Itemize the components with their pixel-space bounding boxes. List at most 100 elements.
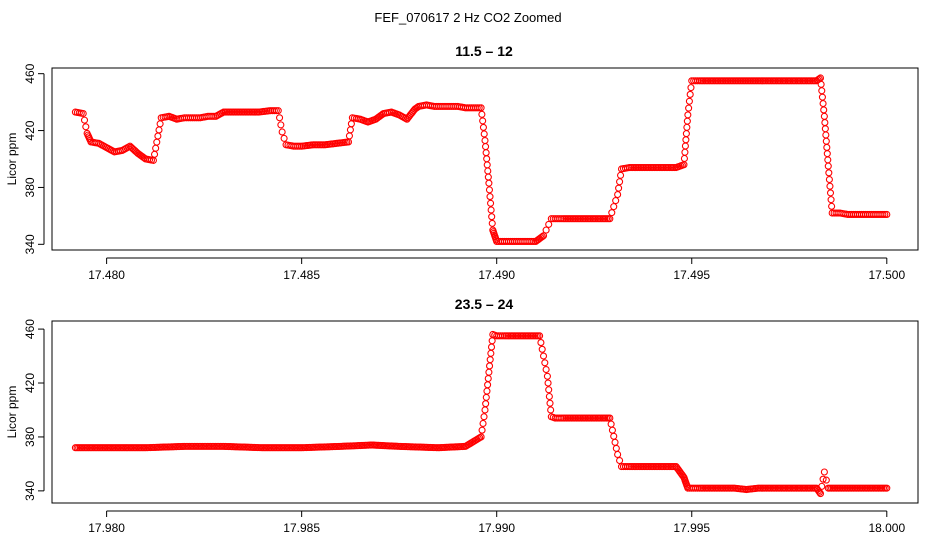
data-point	[487, 206, 495, 214]
data-point	[156, 120, 164, 128]
panel-bottom-y-tick-label: 420	[23, 373, 37, 393]
data-point	[152, 144, 160, 152]
panel-top-x-tick-label: 17.490	[478, 268, 515, 282]
data-point	[825, 175, 833, 184]
data-point	[483, 387, 491, 395]
data-point	[824, 156, 832, 164]
data-point	[681, 142, 689, 150]
data-point	[828, 202, 836, 210]
data-point	[486, 362, 494, 370]
data-point	[682, 130, 690, 138]
data-point	[488, 219, 496, 227]
data-point	[80, 116, 89, 124]
data-point	[687, 84, 695, 92]
panel-bottom-y-tick-label: 380	[23, 427, 37, 447]
data-point	[546, 399, 554, 407]
data-point	[479, 123, 487, 131]
data-point	[481, 136, 489, 145]
data-point	[296, 142, 304, 150]
panel-bottom-x-tick-label: 18.000	[868, 521, 905, 535]
data-point	[823, 143, 831, 151]
panel-top-y-tick-label: 380	[23, 177, 37, 197]
data-point	[484, 374, 492, 383]
data-point	[547, 406, 555, 414]
data-point	[822, 476, 830, 484]
panel-top-y-axis-label: Licor ppm	[5, 133, 19, 186]
data-point	[475, 104, 483, 112]
data-point	[614, 450, 622, 459]
panel-bottom-points	[71, 330, 891, 498]
data-point	[276, 114, 284, 122]
data-point	[478, 110, 486, 118]
data-point	[820, 112, 828, 120]
panel-top-y-axis: 340 380 420 460	[23, 63, 45, 254]
data-point	[883, 210, 891, 219]
data-point	[482, 400, 490, 408]
data-point	[482, 149, 490, 157]
data-point	[544, 379, 552, 387]
data-point	[545, 220, 553, 228]
data-point	[827, 196, 835, 204]
panel-top-y-tick-label: 340	[23, 234, 37, 254]
data-point	[487, 343, 496, 351]
data-point	[487, 199, 495, 207]
data-point	[488, 213, 496, 221]
data-point	[818, 87, 826, 95]
data-point	[543, 372, 551, 380]
data-point	[347, 120, 355, 128]
data-point	[606, 215, 614, 223]
data-point	[612, 444, 620, 452]
panel-bottom-x-tick-label: 17.985	[283, 521, 320, 535]
data-point	[823, 150, 831, 158]
data-point	[680, 154, 688, 163]
data-point	[499, 332, 507, 340]
panel-bottom-title: 23.5 – 24	[455, 296, 514, 312]
data-point	[557, 215, 565, 223]
data-point	[608, 426, 616, 434]
panel-top-y-tick-label: 460	[23, 63, 37, 83]
data-point	[482, 143, 490, 151]
data-point	[684, 111, 692, 119]
data-point	[346, 126, 354, 134]
data-point	[485, 186, 494, 194]
data-point	[685, 97, 693, 105]
data-point	[820, 106, 828, 114]
panel-top-x-axis: 17.480 17.485 17.490 17.495 17.500	[88, 257, 905, 282]
data-point	[545, 392, 553, 401]
data-point	[274, 107, 282, 115]
data-point	[683, 123, 691, 131]
data-point	[154, 132, 162, 140]
data-point	[816, 490, 825, 498]
data-point	[155, 126, 163, 134]
data-point	[815, 488, 824, 496]
data-point	[477, 433, 485, 441]
data-point	[478, 426, 486, 434]
data-point	[150, 150, 159, 158]
data-point	[473, 104, 481, 112]
data-point	[280, 134, 288, 142]
data-point	[485, 368, 493, 376]
data-point	[485, 179, 493, 187]
data-point	[272, 107, 280, 115]
panel-top-x-tick-label: 17.495	[673, 268, 710, 282]
data-point	[822, 131, 830, 139]
data-point	[881, 210, 889, 219]
data-point	[883, 484, 891, 492]
data-point	[486, 193, 494, 201]
data-point	[615, 184, 623, 192]
data-point	[82, 123, 90, 131]
data-point	[826, 189, 835, 197]
data-point	[820, 468, 828, 476]
data-point	[530, 237, 538, 246]
panel-bottom-x-tick-label: 17.980	[88, 521, 125, 535]
panel-bottom-x-tick-label: 17.995	[673, 521, 710, 535]
data-point	[681, 148, 689, 156]
data-point	[614, 190, 622, 199]
data-point	[821, 119, 829, 127]
data-point	[821, 125, 829, 133]
data-point	[685, 104, 693, 112]
data-point	[611, 438, 619, 446]
data-point	[694, 77, 702, 85]
data-point	[484, 173, 492, 181]
